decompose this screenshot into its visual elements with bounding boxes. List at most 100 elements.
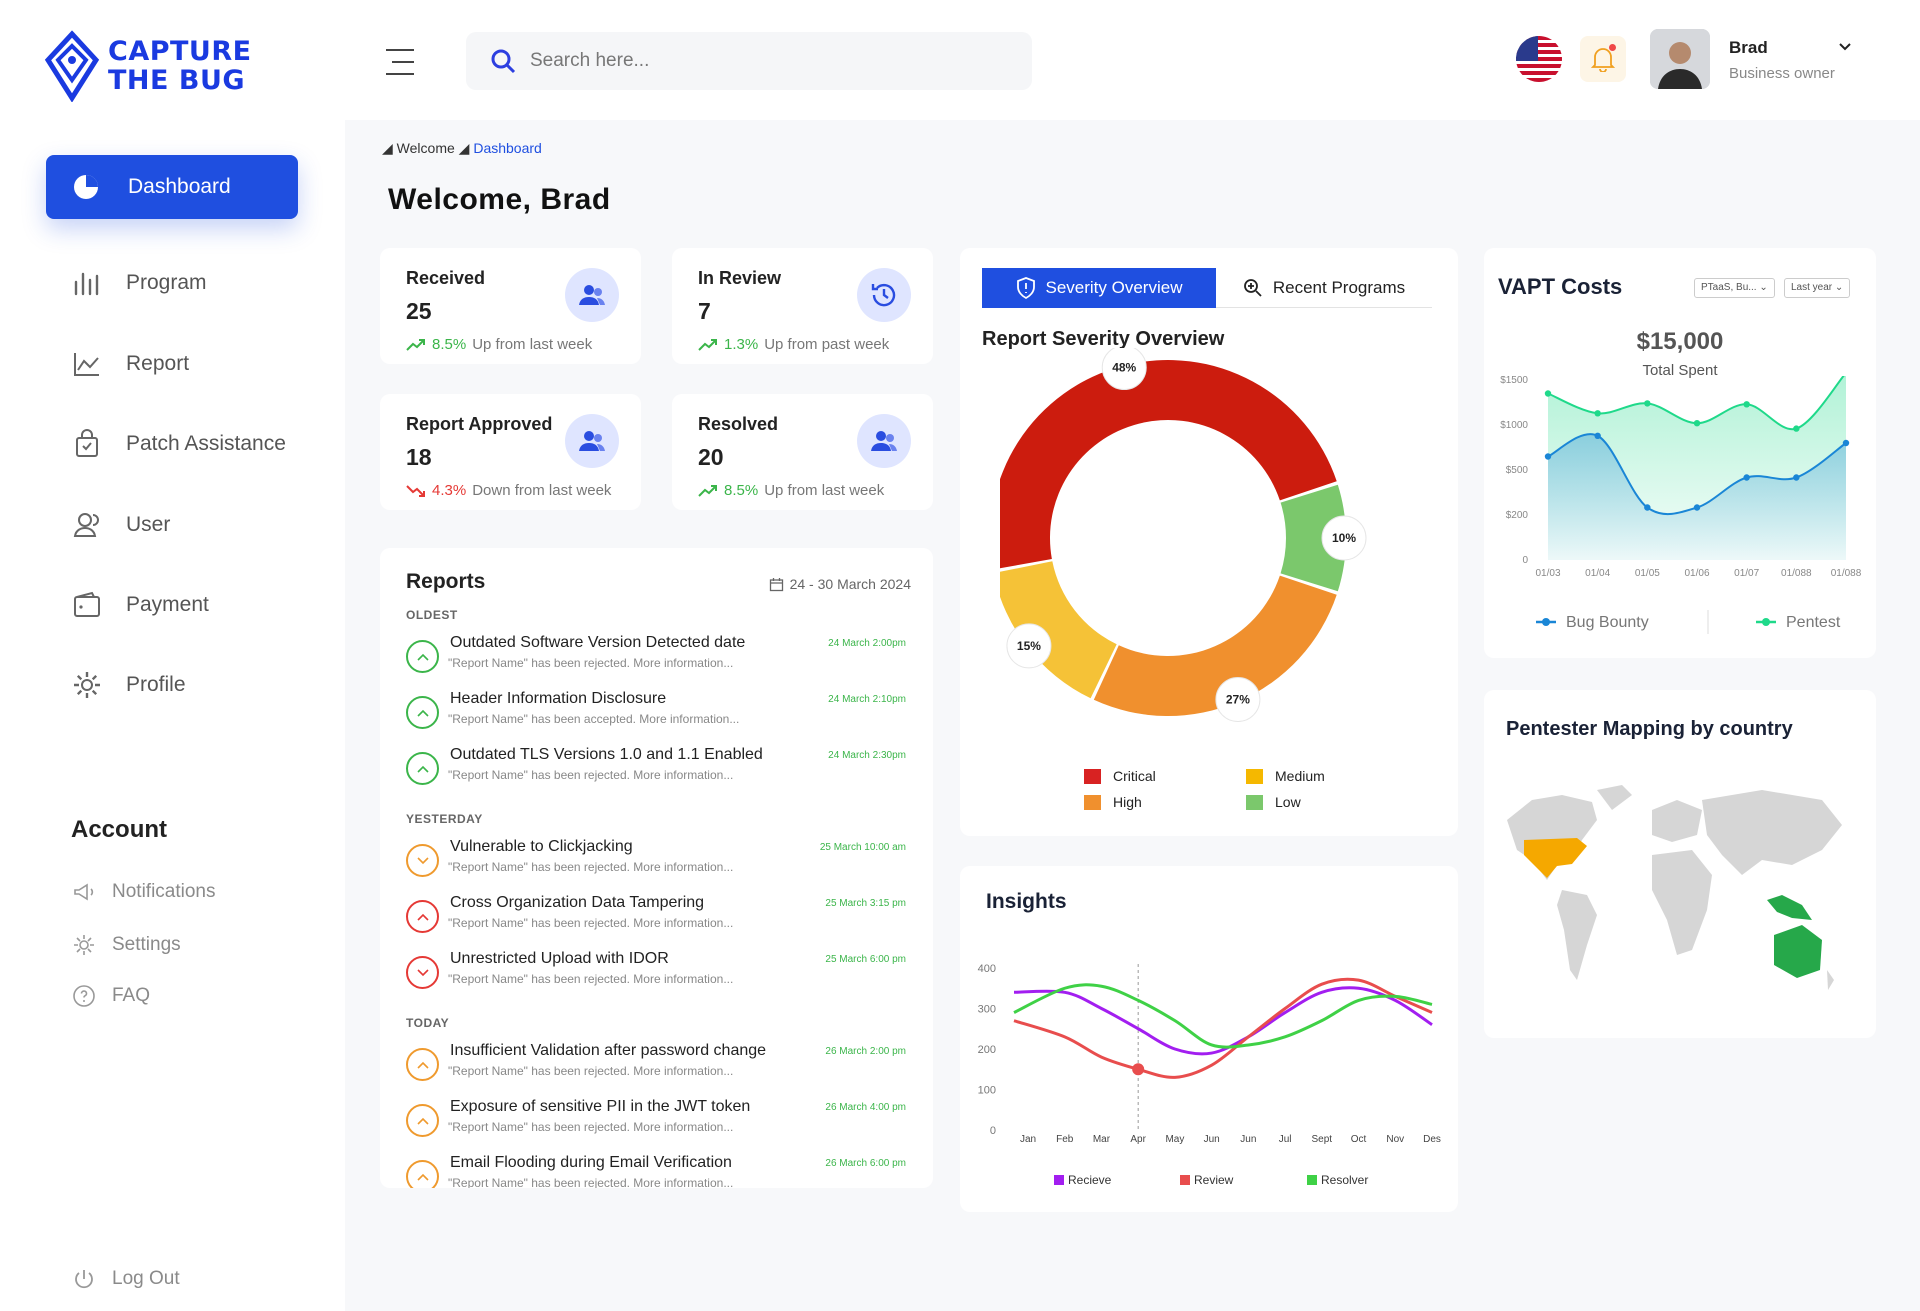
insights-x-tick: Feb — [1056, 1134, 1074, 1145]
severity-donut-chart: 48% 10% 27% 15% — [1000, 348, 1367, 723]
report-list-item[interactable]: Exposure of sensitive PII in the JWT tok… — [406, 1098, 906, 1148]
nav-user[interactable]: User — [72, 510, 170, 540]
chevron-down-icon: ⌄ — [1834, 282, 1844, 293]
report-subtitle: "Report Name" has been accepted. More in… — [448, 712, 740, 726]
notification-dot — [1609, 44, 1616, 51]
report-list-item[interactable]: Outdated Software Version Detected date "… — [406, 634, 906, 684]
report-group-label: OLDEST — [406, 608, 458, 622]
report-list-item[interactable]: Vulnerable to Clickjacking "Report Name" … — [406, 838, 906, 888]
nav-dashboard[interactable]: Dashboard — [46, 155, 298, 219]
trend-up-icon — [406, 338, 425, 351]
trend-percent: 1.3% — [724, 336, 759, 353]
us-flag-icon[interactable] — [1516, 36, 1562, 82]
vapt-y-tick: $200 — [1506, 510, 1529, 521]
tab-severity-overview[interactable]: Severity Overview — [982, 268, 1216, 308]
trend-percent: 8.5% — [724, 482, 759, 499]
chevron-up-icon — [406, 752, 439, 785]
stat-card-resolved[interactable]: Resolved 20 8.5% Up from last week — [672, 394, 933, 510]
vapt-filter-period[interactable]: Last year ⌄ — [1784, 278, 1851, 298]
report-list-item[interactable]: Insufficient Validation after password c… — [406, 1042, 906, 1092]
nav-dashboard-label: Dashboard — [128, 175, 231, 198]
nav-report[interactable]: Report — [72, 349, 189, 379]
report-list-item[interactable]: Header Information Disclosure "Report Nam… — [406, 690, 906, 740]
trend-text: Down from last week — [472, 482, 612, 499]
map-africa — [1652, 850, 1712, 955]
nav-program[interactable]: Program — [72, 268, 207, 298]
account-settings[interactable]: Settings — [72, 933, 181, 957]
nav-program-label: Program — [126, 271, 207, 294]
vapt-total-label: Total Spent — [1642, 362, 1718, 379]
account-notifications[interactable]: Notifications — [72, 880, 216, 904]
map-title: Pentester Mapping by country — [1506, 718, 1793, 740]
vapt-point — [1594, 410, 1601, 417]
search-bar[interactable]: Search here... — [466, 32, 1032, 90]
vapt-y-tick: $1500 — [1500, 376, 1528, 386]
nav-profile-label: Profile — [126, 673, 186, 696]
report-date: 26 March 2:00 pm — [825, 1046, 906, 1057]
vapt-legend-dot — [1762, 618, 1770, 626]
user-icon — [73, 513, 99, 537]
report-date: 24 March 2:30pm — [828, 750, 906, 761]
report-list-item[interactable]: Unrestricted Upload with IDOR "Report Nam… — [406, 950, 906, 1000]
insights-marker-point — [1132, 1063, 1145, 1076]
logout-button[interactable]: Log Out — [72, 1267, 180, 1291]
donut-label-badge — [1006, 623, 1052, 669]
breadcrumb-current[interactable]: Dashboard — [473, 140, 542, 156]
insights-x-tick: May — [1165, 1134, 1184, 1145]
world-map — [1507, 785, 1842, 990]
nav-patch-assistance[interactable]: Patch Assistance — [72, 429, 286, 459]
insights-x-tick: Oct — [1351, 1134, 1367, 1145]
tab-severity-label: Severity Overview — [1045, 278, 1183, 297]
report-date: 25 March 6:00 pm — [825, 954, 906, 965]
logo[interactable]: CAPTURE THE BUG — [44, 30, 252, 102]
vapt-legend-dot — [1542, 618, 1550, 626]
logout-label: Log Out — [112, 1268, 180, 1289]
nav-payment[interactable]: Payment — [72, 590, 209, 620]
stat-value: 25 — [406, 298, 432, 324]
stat-card-in-review[interactable]: In Review 7 1.3% Up from past week — [672, 248, 933, 364]
megaphone-icon — [74, 883, 94, 901]
account-faq[interactable]: FAQ — [72, 984, 150, 1008]
vapt-area-chart: 0 $200 $500 $1000 $1500 01/03 01/04 01/05 01/06 0… — [1500, 376, 1862, 634]
stat-title: Received — [406, 268, 486, 288]
chevron-up-icon — [406, 640, 439, 673]
donut-data-label: 27% — [1226, 693, 1250, 707]
trend-text: Up from past week — [764, 336, 890, 353]
breadcrumb-root[interactable]: Welcome — [396, 140, 455, 156]
report-subtitle: "Report Name" has been rejected. More in… — [448, 1120, 734, 1134]
nav-patch-label: Patch Assistance — [126, 432, 286, 455]
user-name[interactable]: Brad — [1729, 38, 1768, 57]
report-list-item[interactable]: Outdated TLS Versions 1.0 and 1.1 Enable… — [406, 746, 906, 796]
report-title: Insufficient Validation after password c… — [450, 1042, 767, 1059]
report-list-item[interactable]: Cross Organization Data Tampering "Report… — [406, 894, 906, 944]
shield-icon — [1016, 277, 1035, 299]
stat-card-report-approved[interactable]: Report Approved 18 4.3% Down from last we… — [380, 394, 641, 510]
report-subtitle: "Report Name" has been rejected. More in… — [448, 656, 734, 670]
legend-swatch-medium — [1246, 768, 1263, 784]
gear-icon — [74, 672, 100, 698]
map-australia-highlight — [1774, 925, 1822, 978]
hamburger-menu-icon[interactable] — [384, 48, 416, 76]
nav-payment-label: Payment — [126, 593, 209, 616]
map-southeast-asia-highlight — [1767, 895, 1812, 920]
nav-profile[interactable]: Profile — [72, 670, 186, 700]
reports-date-range[interactable]: 24 - 30 March 2024 — [769, 576, 911, 592]
bar-chart-icon — [74, 272, 99, 296]
donut-slice-critical — [1000, 359, 1337, 569]
report-subtitle: "Report Name" has been rejected. More in… — [448, 1064, 734, 1078]
map-greenland — [1597, 785, 1632, 810]
avatar[interactable] — [1650, 29, 1710, 89]
faq-label: FAQ — [112, 985, 151, 1006]
notification-button[interactable] — [1580, 36, 1626, 82]
vapt-filter-type[interactable]: PTaaS, Bu... ⌄ — [1694, 278, 1775, 298]
insights-card: Insights 0 100 200 300 400 Jan Feb Mar Apr May Jun… — [960, 866, 1458, 1212]
stat-card-received[interactable]: Received 25 8.5% Up from last week — [380, 248, 641, 364]
zoom-icon — [1243, 278, 1262, 297]
severity-card: Severity Overview Recent Programs Report… — [960, 248, 1458, 836]
donut-data-label: 15% — [1017, 639, 1041, 653]
report-list-item[interactable]: Email Flooding during Email Verification… — [406, 1154, 906, 1188]
chevron-up-icon — [406, 1048, 439, 1081]
chevron-down-icon[interactable] — [1838, 40, 1852, 54]
tab-recent-programs[interactable]: Recent Programs — [1216, 268, 1432, 308]
legend-item: Medium — [1246, 768, 1325, 784]
